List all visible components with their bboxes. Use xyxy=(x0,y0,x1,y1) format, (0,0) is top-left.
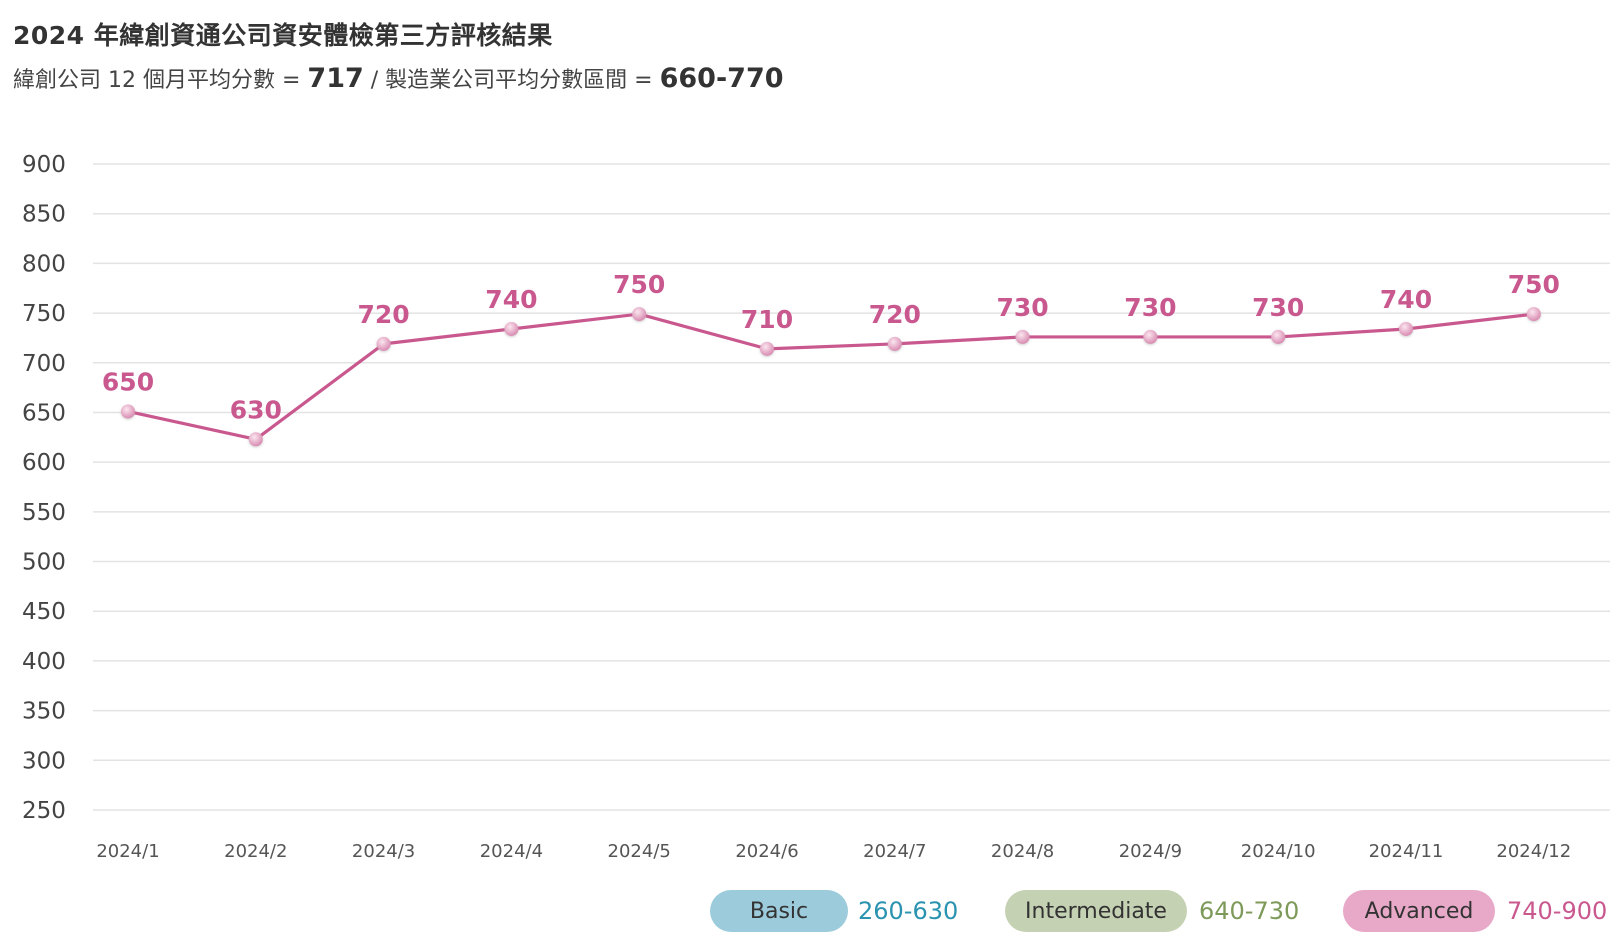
data-point xyxy=(760,341,774,356)
data-point xyxy=(1143,329,1158,344)
data-label: 740 xyxy=(1380,285,1432,314)
data-label: 650 xyxy=(102,367,154,396)
chart-title: 2024 年緯創資通公司資安體檢第三方評核結果 xyxy=(13,21,553,50)
y-tick-label: 550 xyxy=(22,500,66,526)
x-tick-label: 2024/2 xyxy=(224,841,287,862)
y-tick-label: 650 xyxy=(22,400,66,426)
data-label: 730 xyxy=(1124,293,1176,322)
y-tick-label: 450 xyxy=(22,599,66,625)
legend-basic-range: 260-630 xyxy=(858,897,959,925)
x-tick-label: 2024/11 xyxy=(1369,841,1444,862)
legend-intermediate-range: 640-730 xyxy=(1199,897,1300,925)
data-label: 730 xyxy=(997,293,1049,322)
data-point xyxy=(121,404,135,419)
data-label: 750 xyxy=(1508,270,1560,299)
legend: Basic 260-630 Intermediate 640-730 Advan… xyxy=(0,890,1620,934)
x-tick-label: 2024/7 xyxy=(863,841,926,862)
data-label: 740 xyxy=(485,285,537,314)
y-tick-label: 500 xyxy=(22,550,66,576)
y-tick-label: 800 xyxy=(22,251,66,277)
legend-advanced-pill: Advanced xyxy=(1343,890,1495,932)
data-point xyxy=(1399,321,1413,336)
y-tick-label: 700 xyxy=(22,351,66,377)
y-tick-label: 300 xyxy=(22,748,66,774)
x-tick-label: 2024/4 xyxy=(480,841,543,862)
industry-range-label: / 製造業公司平均分數區間 = xyxy=(363,68,660,93)
data-point xyxy=(1015,329,1030,344)
x-tick-label: 2024/8 xyxy=(991,841,1054,862)
legend-intermediate-pill: Intermediate xyxy=(1005,890,1187,932)
y-tick-label: 750 xyxy=(22,301,66,327)
data-point xyxy=(1526,307,1541,322)
x-tick-label: 2024/9 xyxy=(1119,841,1182,862)
y-tick-label: 850 xyxy=(22,202,66,228)
data-point xyxy=(887,336,902,351)
y-tick-label: 350 xyxy=(22,699,66,725)
legend-basic-pill: Basic xyxy=(710,890,848,932)
data-point xyxy=(248,432,263,447)
company-avg-label: 緯創公司 12 個月平均分數 = xyxy=(13,68,308,93)
data-label: 720 xyxy=(358,300,410,329)
x-tick-label: 2024/6 xyxy=(735,841,798,862)
data-label: 720 xyxy=(869,300,921,329)
series-line xyxy=(127,312,1534,441)
data-label: 710 xyxy=(741,305,793,334)
data-point xyxy=(1271,329,1286,344)
x-tick-label: 2024/3 xyxy=(352,841,415,862)
y-tick-label: 600 xyxy=(22,450,66,476)
data-label: 730 xyxy=(1252,293,1304,322)
data-point xyxy=(504,321,519,336)
x-tick-label: 2024/12 xyxy=(1496,841,1571,862)
data-label: 750 xyxy=(613,270,665,299)
data-point xyxy=(376,336,391,351)
data-label: 630 xyxy=(230,395,282,424)
x-tick-label: 2024/1 xyxy=(96,841,159,862)
company-avg-value: 717 xyxy=(307,63,364,94)
line-chart: 900 850 800 750 700 650 600 550 500 450 400 350 300 2… xyxy=(22,152,1610,862)
legend-advanced-range: 740-900 xyxy=(1507,897,1608,925)
x-tick-label: 2024/10 xyxy=(1241,841,1316,862)
y-tick-label: 250 xyxy=(22,798,66,824)
chart-subtitle: 緯創公司 12 個月平均分數 = 717 / 製造業公司平均分數區間 = 660… xyxy=(13,62,784,94)
x-tick-label: 2024/5 xyxy=(608,841,671,862)
y-tick-label: 400 xyxy=(22,649,66,675)
y-tick-label: 900 xyxy=(22,152,66,178)
industry-range-value: 660-770 xyxy=(659,63,784,94)
data-point xyxy=(632,307,647,322)
